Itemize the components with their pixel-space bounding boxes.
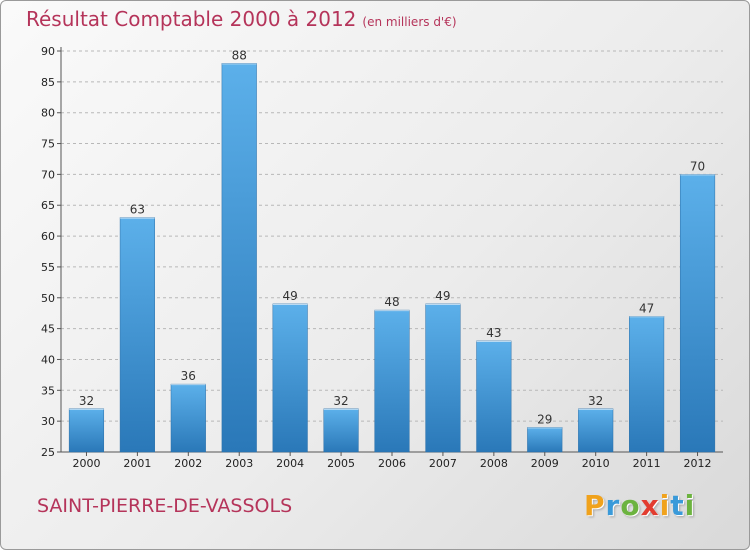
bar	[323, 408, 359, 453]
bar-value-label: 32	[588, 394, 603, 408]
x-tick-label: 2004	[276, 457, 304, 470]
x-tick-label: 2011	[633, 457, 661, 470]
logo-letter: i	[684, 489, 696, 522]
city-name: SAINT-PIERRE-DE-VASSOLS	[37, 495, 293, 517]
x-tick-label: 2010	[582, 457, 610, 470]
y-tick-label: 60	[41, 230, 55, 243]
x-tick-label: 2000	[72, 457, 100, 470]
y-tick-label: 25	[41, 446, 55, 459]
y-tick-label: 35	[41, 384, 55, 397]
bar-value-label: 47	[639, 301, 654, 315]
x-tick-label: 2007	[429, 457, 457, 470]
bar	[527, 427, 563, 453]
bar	[170, 383, 206, 453]
bar	[119, 217, 155, 453]
bar-value-label: 43	[486, 326, 501, 340]
proxiti-logo: Proxiti	[584, 489, 695, 522]
y-tick-label: 70	[41, 168, 55, 181]
bar	[476, 340, 512, 453]
bar	[272, 303, 308, 453]
logo-letter: P	[584, 489, 606, 522]
chart-title-text: Résultat Comptable 2000 à 2012	[26, 7, 357, 31]
bar	[68, 408, 105, 453]
bar-value-label: 63	[130, 203, 145, 217]
x-tick-label: 2001	[123, 457, 151, 470]
bar-value-label: 32	[79, 394, 94, 408]
y-tick-label: 85	[41, 76, 55, 89]
bar-value-label: 70	[690, 159, 705, 173]
x-tick-label: 2003	[225, 457, 253, 470]
x-tick-label: 2012	[684, 457, 712, 470]
chart-subtitle: (en milliers d'€)	[362, 15, 457, 29]
bar	[679, 174, 716, 453]
y-tick-label: 45	[41, 323, 55, 336]
bar	[578, 408, 614, 453]
logo-letter: r	[605, 489, 621, 522]
x-tick-label: 2005	[327, 457, 355, 470]
bar-value-label: 49	[283, 289, 298, 303]
x-tick-label: 2002	[174, 457, 202, 470]
y-tick-label: 50	[41, 292, 55, 305]
x-tick-label: 2009	[531, 457, 559, 470]
x-tick-label: 2008	[480, 457, 508, 470]
bar	[374, 309, 410, 453]
y-tick-label: 40	[41, 353, 55, 366]
bar-value-label: 36	[181, 369, 196, 383]
bar-value-label: 88	[232, 48, 247, 62]
y-tick-label: 65	[41, 199, 55, 212]
y-tick-label: 80	[41, 107, 55, 120]
bar-value-label: 32	[333, 394, 348, 408]
y-tick-label: 75	[41, 138, 55, 151]
y-tick-label: 30	[41, 415, 55, 428]
bar	[425, 303, 461, 453]
bar-value-label: 29	[537, 412, 552, 426]
bar-value-label: 49	[435, 289, 450, 303]
y-tick-label: 90	[41, 45, 55, 58]
bar	[221, 63, 257, 453]
bar	[629, 316, 665, 453]
chart-title: Résultat Comptable 2000 à 2012 (en millie…	[26, 7, 457, 31]
logo-letter: x	[640, 489, 660, 522]
x-tick-label: 2006	[378, 457, 406, 470]
logo-letter: i	[659, 489, 671, 522]
bar-value-label: 48	[384, 295, 399, 309]
logo-letter: t	[670, 489, 685, 522]
y-tick-label: 55	[41, 261, 55, 274]
logo-letter: o	[620, 489, 641, 522]
